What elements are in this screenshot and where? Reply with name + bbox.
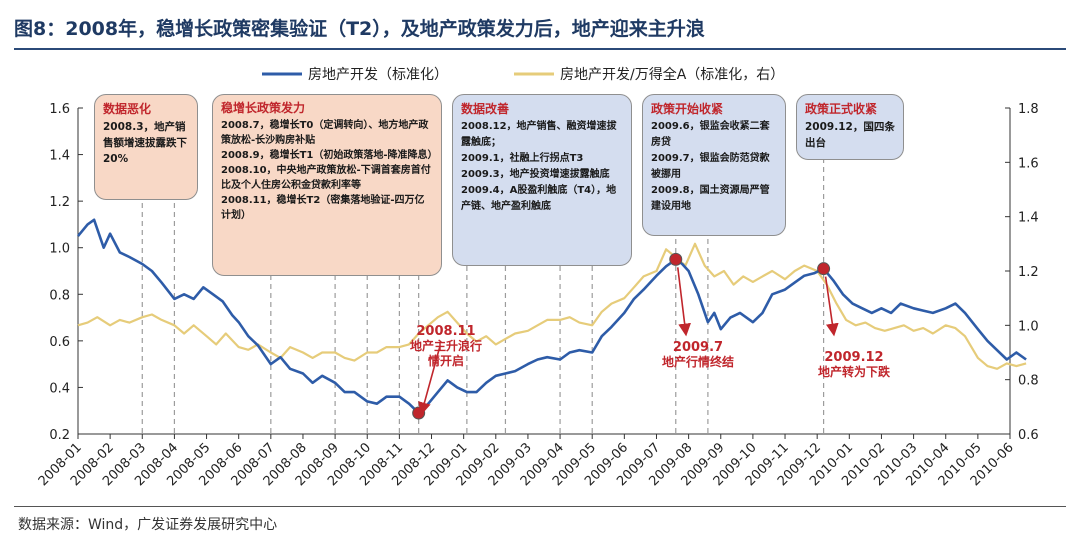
note-data-improving: 数据改善 2008.12，地产销售、融资增速拔露触底； 2009.1，社融上行拐… (452, 94, 632, 266)
note-policy-push: 稳增长政策发力 2008.7，稳增长T0（定调转向）、地方地产政策放松-长沙购房… (212, 94, 442, 276)
page-title: 图8：2008年，稳增长政策密集验证（T2），及地产政策发力后，地产迎来主升浪 (14, 18, 705, 40)
note-line: 2009.7，银监会防范贷款被挪用 (651, 153, 770, 180)
note-line: 2008.9，稳增长T1（初始政策落地-降准降息） (221, 150, 438, 161)
note-line: 2008.7，稳增长T0（定调转向）、地方地产政策放松-长沙购房补贴 (221, 120, 429, 146)
note-line: 2008.3，地产销售额增速拔露跌下20% (103, 121, 187, 165)
note-policy-tightening-formal: 政策正式收紧 2009.12，国四条出台 (796, 94, 904, 160)
y-tick-label-left: 0.4 (49, 381, 70, 396)
y-tick-label-right: 1.6 (1018, 156, 1039, 171)
note-heading: 数据恶化 (103, 102, 152, 116)
y-tick-label-left: 0.8 (49, 288, 70, 303)
series-layer (76, 218, 1027, 415)
y-tick-label-left: 0.6 (49, 335, 70, 350)
source-divider (14, 506, 1066, 507)
note-heading: 政策开始收紧 (651, 102, 724, 116)
note-line: 2009.12，国四条出台 (805, 121, 895, 149)
legend-label: 房地产开发/万得全A（标准化，右） (560, 66, 784, 83)
marker-dot (669, 252, 683, 266)
y-tick-label-left: 0.2 (49, 428, 70, 443)
y-tick-label-right: 1.4 (1018, 211, 1039, 226)
note-line: 2008.11，稳增长T2（密集落地验证-四万亿计划） (221, 195, 425, 221)
line-chart: 房地产开发（标准化） 房地产开发/万得全A（标准化，右） 0.2 0.4 0.6 0.8… (36, 66, 1039, 489)
annotation-text: 地产转为下跌 (818, 365, 891, 379)
note-line: 2008.10，中央地产政策放松-下调首套房首付比及个人住房公积金贷款利率等 (221, 165, 431, 191)
note-heading: 数据改善 (461, 102, 510, 116)
annotation-date: 2008.11 (416, 324, 476, 339)
y-tick-label-left: 1.0 (49, 242, 70, 257)
annotation-2009-12: 2009.12 地产转为下跌 (818, 350, 890, 380)
y-tick-label-left: 1.6 (49, 102, 70, 117)
y-tick-label-left: 1.2 (49, 195, 70, 210)
source-note: 数据来源：Wind，广发证券发展研究中心 (18, 517, 278, 533)
series-line-real-estate (76, 218, 1027, 415)
y-tick-label-right: 0.6 (1018, 428, 1039, 443)
note-data-worsening: 数据恶化 2008.3，地产销售额增速拔露跌下20% (94, 94, 198, 200)
note-line: 2008.12，地产销售、融资增速拔露触底； (461, 121, 617, 148)
note-line: 2009.8，国土资源局严管建设用地 (651, 185, 770, 212)
note-line: 2009.3，地产投资增速拔露触底 (461, 169, 610, 180)
legend: 房地产开发（标准化） 房地产开发/万得全A（标准化，右） (262, 66, 784, 83)
note-line: 2009.4，A股盈利触底（T4），地产链、地产盈利触底 (461, 185, 617, 212)
annotation-date: 2009.12 (824, 350, 884, 365)
note-policy-tightening-start: 政策开始收紧 2009.6，银监会收紧二套房贷 2009.7，银监会防范贷款被挪… (642, 94, 786, 236)
marker-dot (817, 262, 831, 276)
annotation-2009-07: 2009.7 地产行情终结 (662, 340, 734, 370)
annotation-text: 地产行情终结 (662, 355, 735, 369)
annotation-arrow (824, 276, 839, 337)
annotation-2008-11: 2008.11 地产主升浪行情开启 (408, 324, 484, 369)
title-divider (14, 48, 1066, 50)
note-heading: 稳增长政策发力 (221, 101, 306, 115)
y-tick-label-left: 1.4 (49, 149, 70, 164)
annotation-arrow (676, 267, 691, 337)
series-line-relative (77, 242, 1027, 370)
annotation-arrows (418, 267, 839, 416)
y-tick-label-right: 1.8 (1018, 102, 1039, 117)
y-tick-label-right: 0.8 (1018, 374, 1039, 389)
note-line: 2009.6，银监会收紧二套房贷 (651, 121, 770, 148)
note-heading: 政策正式收紧 (805, 102, 878, 116)
y-tick-label-right: 1.0 (1018, 319, 1039, 334)
legend-label: 房地产开发（标准化） (308, 67, 448, 83)
y-tick-label-right: 1.2 (1018, 265, 1039, 280)
annotation-text: 地产主升浪行情开启 (409, 339, 482, 368)
annotation-arrow (418, 345, 441, 416)
note-line: 2009.1，社融上行拐点T3 (461, 153, 584, 164)
annotation-date: 2009.7 (672, 340, 724, 355)
